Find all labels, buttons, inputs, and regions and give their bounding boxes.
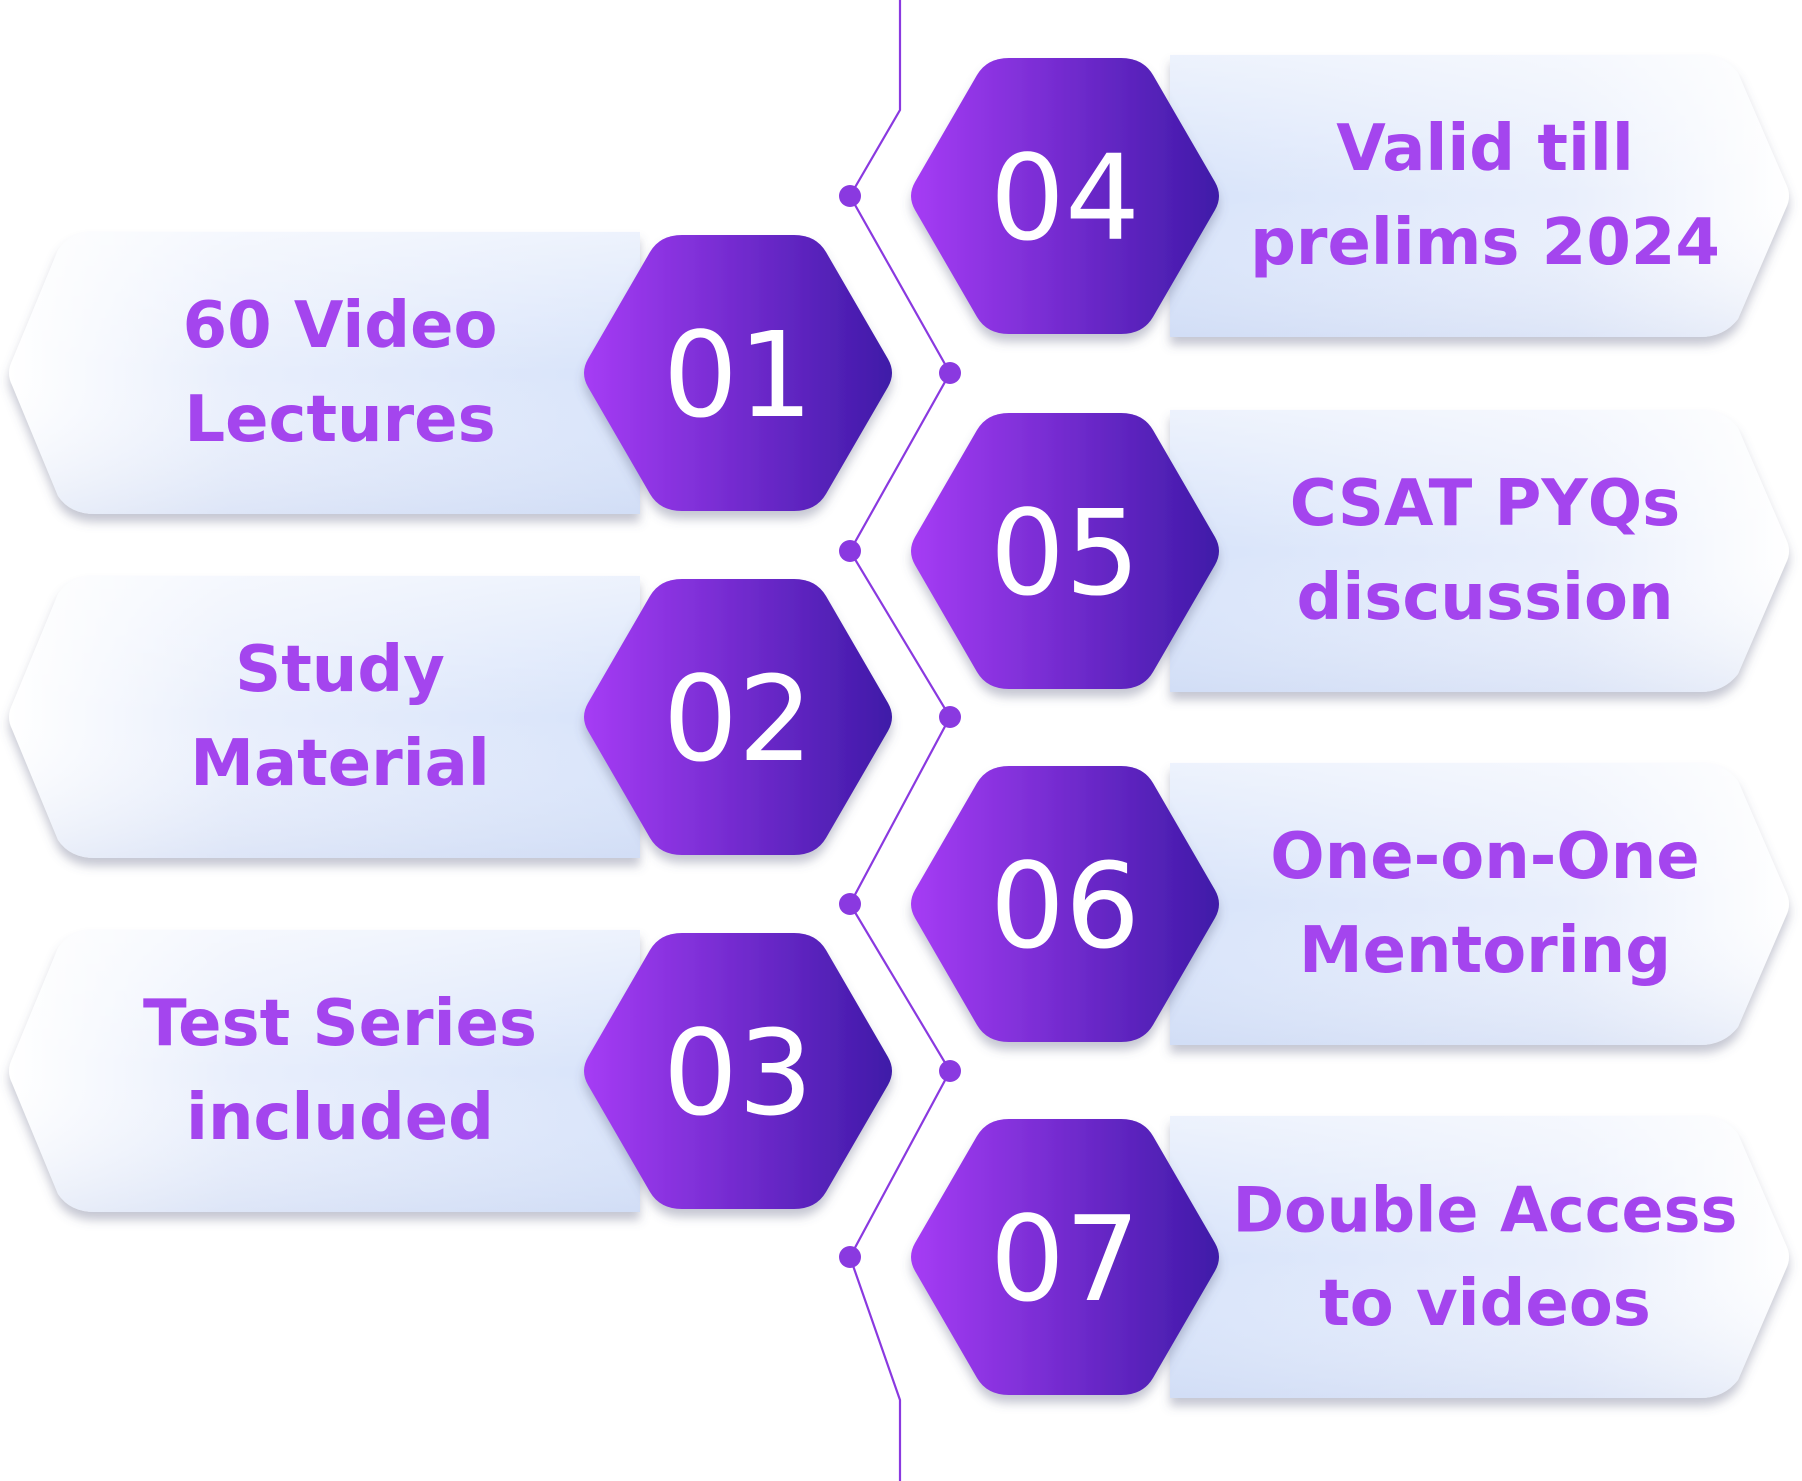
feature-item-06: 06 One-on-One Mentoring: [911, 763, 1789, 1045]
number-hexagon: [584, 933, 892, 1209]
feature-number: 05: [990, 484, 1140, 622]
feature-item-01: 01 60 Video Lectures: [9, 232, 892, 514]
number-hexagon: [911, 58, 1219, 334]
connector-node: [939, 362, 961, 384]
feature-item-04: 04 Valid till prelims 2024: [911, 55, 1789, 337]
feature-label-line: Test Series: [143, 987, 537, 1061]
feature-label-line: Material: [190, 727, 490, 801]
number-hexagon: [911, 413, 1219, 689]
feature-label-line: Study: [235, 633, 445, 707]
feature-item-02: 02 Study Material: [9, 576, 892, 858]
connector-node: [839, 893, 861, 915]
feature-banner-shine: [1170, 55, 1789, 337]
feature-label-line: included: [186, 1081, 494, 1155]
feature-label-line: Valid till: [1336, 112, 1634, 186]
number-hexagon: [584, 235, 892, 511]
feature-item-03: 03 Test Series included: [9, 930, 892, 1212]
feature-item-05: 05 CSAT PYQs discussion: [911, 410, 1789, 692]
number-hexagon: [911, 766, 1219, 1042]
feature-label-line: to videos: [1319, 1267, 1651, 1341]
connector-node: [839, 540, 861, 562]
feature-number: 04: [990, 129, 1140, 267]
feature-label-line: Double Access: [1233, 1174, 1738, 1247]
number-hexagon: [584, 579, 892, 855]
feature-list: 01 60 Video Lectures 02 Study Material 03 Test …: [9, 55, 1789, 1398]
feature-number: 03: [663, 1004, 813, 1142]
feature-number: 02: [663, 650, 813, 788]
feature-label-line: CSAT PYQs: [1290, 467, 1681, 541]
feature-label-line: Lectures: [184, 383, 495, 457]
connector-node: [939, 706, 961, 728]
connector-lines: [839, 0, 961, 1481]
feature-banner-shine: [1170, 1116, 1789, 1398]
feature-number: 01: [663, 306, 813, 444]
feature-banner-shine: [1170, 763, 1789, 1045]
feature-number: 07: [990, 1190, 1140, 1328]
feature-banner-shine: [9, 576, 640, 858]
feature-banner-shine: [9, 232, 640, 514]
feature-label-line: Mentoring: [1299, 914, 1671, 988]
feature-banner-shine: [1170, 410, 1789, 692]
connector-node: [839, 1246, 861, 1268]
feature-label-line: prelims 2024: [1250, 206, 1720, 280]
feature-label-line: discussion: [1297, 561, 1674, 635]
feature-item-07: 07 Double Access to videos: [911, 1116, 1789, 1398]
feature-banner-shine: [9, 930, 640, 1212]
feature-label-line: 60 Video: [183, 289, 498, 363]
connector-node: [839, 185, 861, 207]
connector-node: [939, 1060, 961, 1082]
number-hexagon: [911, 1119, 1219, 1395]
feature-label-line: One-on-One: [1270, 820, 1699, 894]
feature-number: 06: [990, 837, 1140, 975]
